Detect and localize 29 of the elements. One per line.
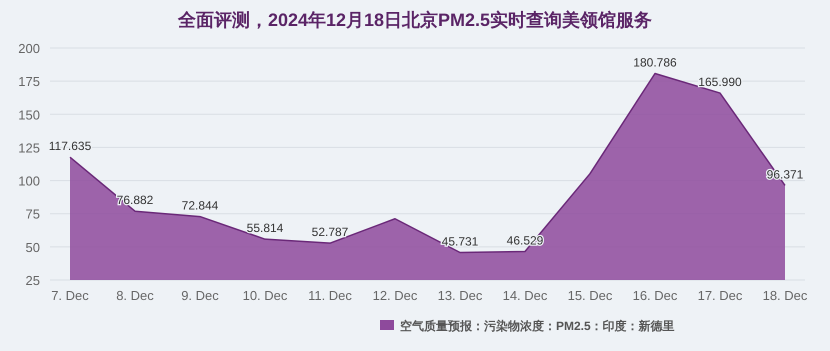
x-tick-label: 16. Dec (632, 288, 678, 303)
y-tick-label: 175 (18, 74, 40, 90)
x-tick-label: 14. Dec (502, 288, 548, 303)
y-tick-label: 25 (26, 273, 40, 288)
data-label: 52.787 (312, 225, 349, 240)
x-tick-label: 13. Dec (438, 288, 483, 303)
y-tick-label: 75 (26, 206, 40, 222)
data-label: 72.844 (182, 198, 219, 213)
y-tick-label: 100 (18, 174, 40, 189)
x-tick-label: 18. Dec (762, 288, 808, 303)
legend-label: 空气质量预报：污染物浓度：PM2.5：印度：新德里 (400, 319, 675, 333)
data-label: 117.635 (48, 139, 92, 154)
y-tick-label: 50 (26, 240, 40, 255)
x-tick-label: 15. Dec (568, 288, 613, 303)
x-tick-label: 8. Dec (116, 288, 154, 303)
x-tick-label: 11. Dec (308, 288, 352, 303)
y-tick-label: 150 (18, 107, 40, 122)
x-tick-label: 17. Dec (698, 288, 743, 303)
y-tick-label: 125 (18, 140, 40, 156)
x-tick-label: 9. Dec (181, 288, 220, 303)
x-tick-label: 10. Dec (242, 288, 288, 303)
data-label: 55.814 (246, 221, 284, 236)
x-tick-label: 7. Dec (51, 288, 90, 303)
x-tick-label: 12. Dec (372, 288, 418, 303)
data-label: 45.731 (442, 234, 479, 249)
data-label: 165.990 (698, 75, 742, 90)
chart-title: 全面评测，2024年12月18日北京PM2.5实时查询美领馆服务 (176, 10, 652, 30)
y-tick-label: 200 (18, 41, 40, 56)
data-label: 180.786 (633, 55, 678, 70)
